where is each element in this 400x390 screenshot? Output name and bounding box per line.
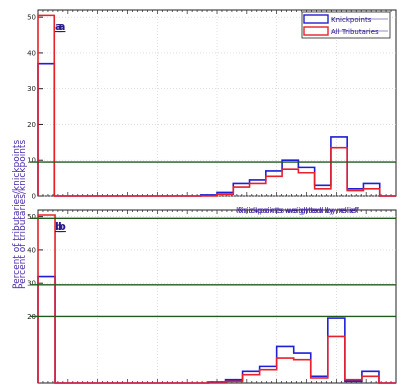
y-axis-label: Percent of tributaries/knickpoints	[12, 140, 22, 289]
panel-b-label-copy: b	[58, 220, 66, 233]
panel-a-ytick-label-0: 0	[32, 193, 36, 201]
panel-b-label: b	[55, 220, 63, 233]
panel-a-ytick-label-2: 20	[27, 121, 36, 129]
y-axis-label-copy: Percent of tributaries/knickpoints	[18, 140, 28, 289]
panel-a-series-all-tributaries	[37, 14, 396, 197]
legend-box	[301, 11, 391, 39]
legend-swatch-all-tributaries	[303, 26, 329, 36]
panel-a-ytick-label-5: 50	[27, 14, 36, 22]
panel-a-label: a	[55, 20, 62, 33]
panel-a-label-copy: a	[58, 20, 65, 33]
panel-a-ytick-label-4: 40	[27, 49, 36, 57]
legend-label-knickpoints: Knickpoints	[331, 16, 372, 24]
legend-swatch-knickpoints	[303, 14, 329, 24]
panel-b-annotation-copy: Knickpoints weighted by relief	[238, 206, 359, 215]
panel-a-ytick-label-3: 30	[27, 85, 36, 93]
panel-b-series-all-tributaries	[37, 214, 396, 384]
legend-label-all-tributaries: All Tributaries	[331, 28, 379, 36]
panel-b-annotation: Knickpoints weighted by relief	[236, 206, 357, 215]
panel-a-ytick-label-1: 10	[27, 157, 36, 165]
panel-b-ytick-label-2: 40	[27, 246, 36, 254]
panel-b-ytick-label-1: 30	[27, 280, 36, 288]
panel-b-ytick-label-3: 50	[27, 213, 36, 221]
